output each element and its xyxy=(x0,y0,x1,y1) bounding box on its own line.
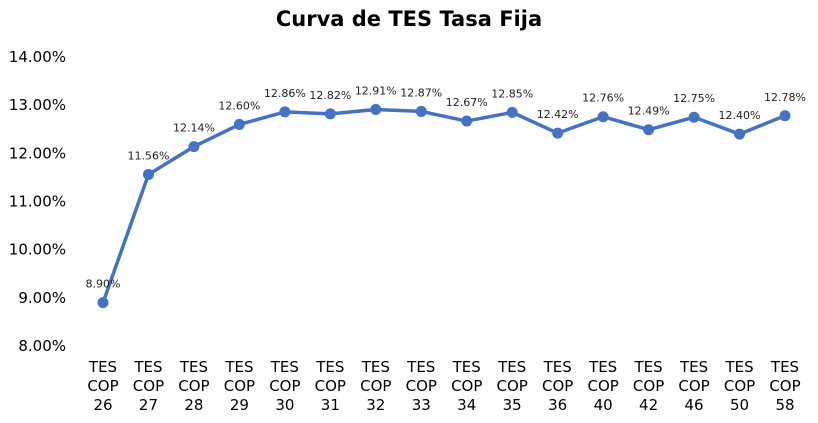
data-point xyxy=(415,105,427,117)
x-tick-label: TES COP 33 xyxy=(406,358,437,414)
data-point xyxy=(142,169,154,181)
x-tick-label: TES COP 40 xyxy=(587,358,618,414)
x-tick-label: TES COP 34 xyxy=(451,358,482,414)
x-tick-label: TES COP 31 xyxy=(315,358,346,414)
data-label: 12.91% xyxy=(355,85,397,98)
x-tick-label: TES COP 27 xyxy=(133,358,164,414)
y-tick-label: 9.00% xyxy=(18,289,66,307)
data-label: 12.86% xyxy=(264,87,306,100)
data-label: 12.75% xyxy=(673,92,715,105)
data-point xyxy=(324,108,336,120)
data-label: 12.49% xyxy=(628,105,670,118)
data-point xyxy=(552,127,564,139)
data-point xyxy=(233,118,245,130)
x-tick-label: TES COP 35 xyxy=(497,358,528,414)
y-tick-label: 12.00% xyxy=(9,144,66,162)
y-tick-label: 13.00% xyxy=(9,96,66,114)
x-tick-label: TES COP 42 xyxy=(633,358,664,414)
data-point xyxy=(188,141,200,153)
x-tick-label: TES COP 30 xyxy=(269,358,300,414)
data-label: 12.82% xyxy=(309,89,351,102)
data-point xyxy=(370,104,382,116)
y-axis: 8.00% 9.00% 10.00% 11.00% 12.00% 13.00% 14.00% xyxy=(9,48,66,355)
data-point xyxy=(97,297,109,309)
x-tick-label: TES COP 26 xyxy=(87,358,118,414)
data-label: 12.14% xyxy=(173,122,215,135)
series-line xyxy=(101,107,786,304)
y-tick-label: 8.00% xyxy=(18,337,66,355)
x-tick-label: TES COP 32 xyxy=(360,358,391,414)
data-label: 12.87% xyxy=(400,86,442,99)
data-label: 11.56% xyxy=(127,150,169,163)
data-point xyxy=(506,106,518,118)
x-tick-label: TES COP 50 xyxy=(724,358,755,414)
data-label: 12.40% xyxy=(719,109,761,122)
data-label: 12.78% xyxy=(764,91,806,104)
data-point xyxy=(779,110,791,122)
data-point xyxy=(734,128,746,140)
chart-title: Curva de TES Tasa Fija xyxy=(276,7,542,31)
data-label: 8.90% xyxy=(86,278,121,291)
x-tick-label: TES COP 36 xyxy=(542,358,573,414)
y-tick-label: 10.00% xyxy=(9,241,66,259)
data-label: 12.60% xyxy=(218,99,260,112)
data-point xyxy=(279,106,291,118)
x-axis: TES COP 26 TES COP 27 TES COP 28 TES COP 29 TES COP 30… xyxy=(87,358,800,414)
x-tick-label: TES COP 29 xyxy=(224,358,255,414)
x-tick-label: TES COP 28 xyxy=(178,358,209,414)
data-point xyxy=(643,124,655,136)
y-tick-label: 14.00% xyxy=(9,48,66,66)
x-tick-label: TES COP 58 xyxy=(769,358,800,414)
series-tes-tasa-fija: 8.90% 11.56% 12.14%12.60% 12.86% 12.82% 12.91… xyxy=(86,85,806,309)
data-label: 12.67% xyxy=(446,96,488,109)
data-point xyxy=(461,115,473,127)
data-point xyxy=(688,111,700,123)
x-tick-label: TES COP 46 xyxy=(678,358,709,414)
data-label: 12.85% xyxy=(491,87,533,100)
data-label: 12.76% xyxy=(582,92,624,105)
data-point xyxy=(597,111,609,123)
data-label: 12.42% xyxy=(537,108,579,121)
y-tick-label: 11.00% xyxy=(9,193,66,211)
